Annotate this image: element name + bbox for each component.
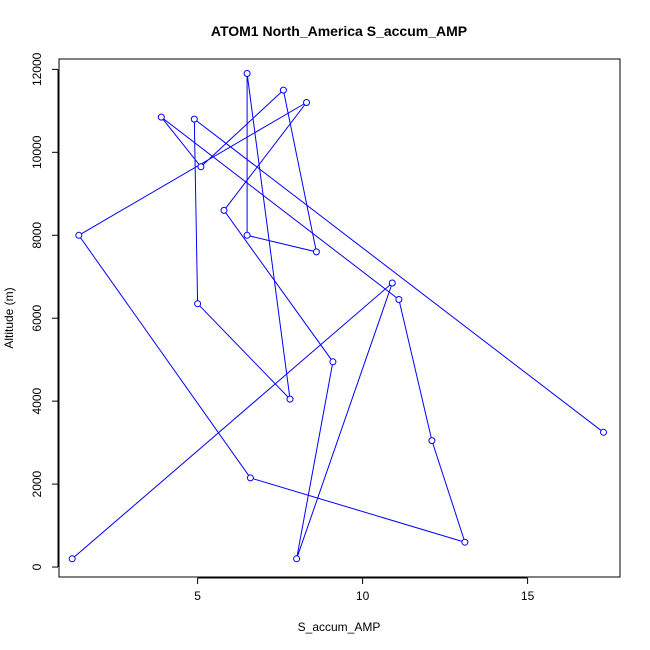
data-point	[243, 231, 251, 239]
x-tick-label: 5	[194, 589, 201, 603]
y-axis: 0 2000 4000 6000 8000 10000 12000	[30, 52, 59, 570]
y-tick-label: 4000	[30, 387, 44, 414]
y-tick-label: 8000	[30, 222, 44, 249]
x-axis: 5 10 15	[194, 577, 535, 603]
data-point	[395, 296, 403, 303]
y-tick-label: 12000	[30, 52, 44, 86]
data-point	[293, 555, 301, 563]
data-point	[75, 231, 83, 239]
x-tick-label: 15	[521, 589, 535, 603]
data-point	[428, 437, 436, 445]
data-point	[388, 279, 396, 287]
chart-title: ATOM1 North_America S_accum_AMP	[211, 23, 467, 39]
series-line	[71, 73, 604, 560]
y-tick-label: 0	[30, 563, 44, 570]
data-point	[461, 538, 469, 546]
data-point	[279, 86, 287, 94]
series-group	[68, 70, 607, 563]
y-tick-label: 6000	[30, 305, 44, 332]
y-tick-label: 2000	[30, 470, 44, 497]
data-point	[286, 395, 294, 403]
data-point	[246, 474, 254, 482]
data-point	[600, 428, 607, 436]
data-point	[197, 163, 205, 171]
data-point	[312, 248, 320, 256]
y-axis-label: Altitude (m)	[2, 287, 16, 348]
data-point	[157, 113, 165, 121]
data-point	[190, 115, 198, 123]
x-tick-label: 10	[356, 589, 370, 603]
data-point	[194, 300, 202, 308]
x-axis-label: S_accum_AMP	[298, 620, 381, 634]
data-point	[68, 555, 76, 563]
data-point	[220, 206, 228, 214]
data-point	[243, 70, 251, 77]
data-point	[303, 99, 310, 106]
data-point	[329, 358, 337, 366]
plot-frame	[58, 58, 621, 578]
y-tick-label: 10000	[30, 135, 44, 169]
